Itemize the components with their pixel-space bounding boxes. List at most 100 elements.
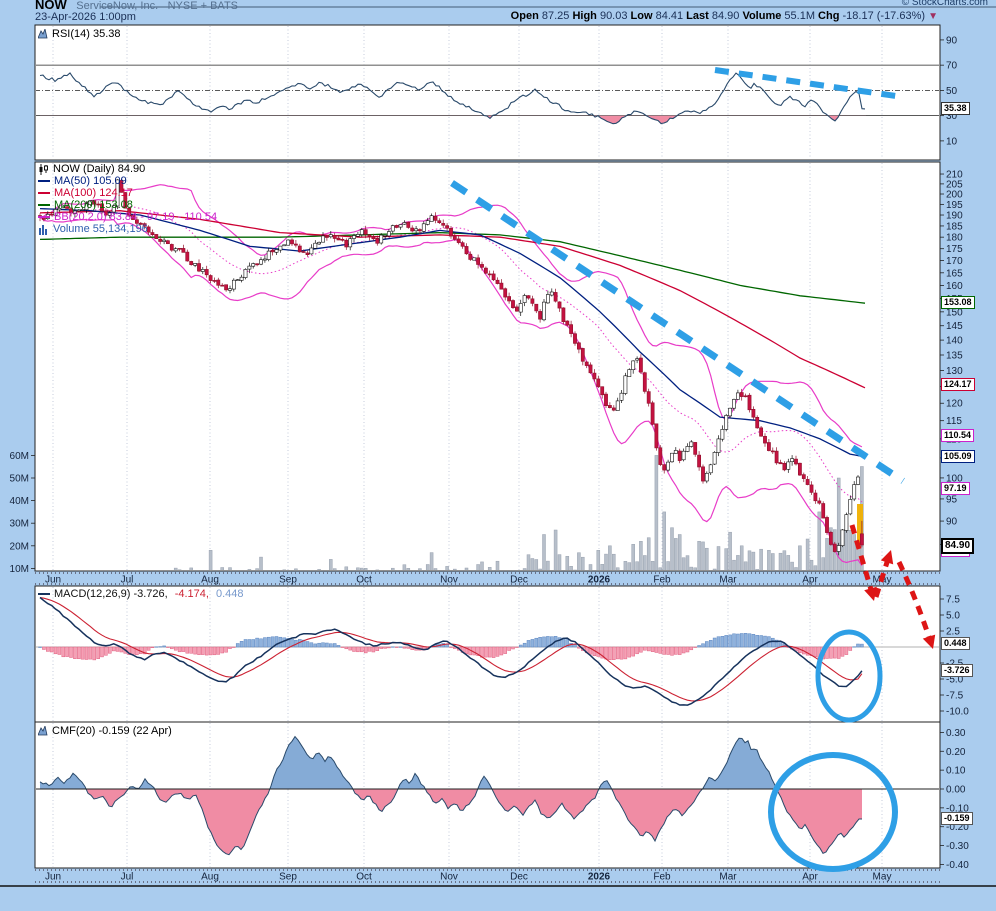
svg-text:2.5: 2.5 bbox=[946, 627, 960, 638]
svg-text:90: 90 bbox=[946, 517, 958, 528]
svg-text:30M: 30M bbox=[10, 519, 29, 530]
svg-text:-7.5: -7.5 bbox=[946, 691, 964, 702]
svg-text:Nov: Nov bbox=[440, 872, 458, 883]
svg-text:Apr: Apr bbox=[802, 872, 818, 883]
svg-text:60M: 60M bbox=[10, 451, 29, 462]
svg-text:7.5: 7.5 bbox=[946, 595, 960, 606]
quote-item: Open 87.25 bbox=[510, 10, 573, 22]
svg-text:Aug: Aug bbox=[201, 872, 219, 883]
exchange-name: NYSE + BATS bbox=[167, 0, 239, 12]
svg-text:Feb: Feb bbox=[653, 575, 671, 586]
svg-text:-0.10: -0.10 bbox=[946, 803, 969, 814]
legend-row: NOW (Daily) 84.90 bbox=[38, 163, 217, 175]
svg-text:135: 135 bbox=[946, 350, 963, 361]
svg-text:Dec: Dec bbox=[510, 575, 528, 586]
svg-text:115: 115 bbox=[946, 416, 962, 427]
svg-text:20M: 20M bbox=[10, 541, 29, 552]
macd-legend: MACD(12,26,9) -3.726, -4.174, 0.448 bbox=[38, 588, 247, 600]
quote-bar: Open 87.25 High 90.03 Low 84.41 Last 84.… bbox=[511, 10, 938, 22]
svg-text:50: 50 bbox=[946, 86, 958, 97]
rsi-legend-text: RSI(14) 35.38 bbox=[52, 28, 121, 40]
ma-line-swatch-icon bbox=[38, 180, 50, 182]
svg-text:10: 10 bbox=[946, 136, 958, 147]
svg-text:Nov: Nov bbox=[440, 575, 458, 586]
ticker-symbol: NOW bbox=[35, 0, 67, 12]
legend-label: MA(100) 124.17 bbox=[54, 187, 133, 199]
svg-text:Oct: Oct bbox=[356, 575, 372, 586]
svg-text:Sep: Sep bbox=[279, 575, 297, 586]
svg-text:May: May bbox=[873, 872, 892, 883]
legend-row: MA(200) 153.08 bbox=[38, 199, 217, 211]
svg-text:Sep: Sep bbox=[279, 872, 297, 883]
main-legend: NOW (Daily) 84.90 MA(50) 105.09 MA(100) 12… bbox=[38, 163, 217, 235]
svg-text:-10.0: -10.0 bbox=[946, 707, 969, 718]
quote-dropdown-icon[interactable]: ▼ bbox=[928, 11, 938, 22]
axis-value-label: 84.90 bbox=[941, 538, 975, 554]
svg-text:95: 95 bbox=[946, 494, 958, 505]
svg-text:Jul: Jul bbox=[121, 575, 134, 586]
svg-text:Mar: Mar bbox=[719, 872, 737, 883]
axis-value-label: 105.09 bbox=[941, 450, 975, 463]
svg-text:150: 150 bbox=[946, 307, 963, 318]
legend-label: BB(20,2.0) 83.84 - 97.19 - 110.54 bbox=[54, 211, 218, 223]
legend-label: Volume 55,134,196 bbox=[53, 223, 148, 235]
legend-label: MA(50) 105.09 bbox=[54, 175, 127, 187]
quote-item: High 90.03 bbox=[572, 10, 631, 22]
svg-text:2026: 2026 bbox=[588, 575, 611, 586]
cmf-legend: CMF(20) -0.159 (22 Apr) bbox=[38, 725, 172, 737]
svg-text:Aug: Aug bbox=[201, 575, 219, 586]
rsi-legend: RSI(14) 35.38 bbox=[38, 28, 120, 40]
svg-text:195: 195 bbox=[946, 200, 963, 211]
svg-text:165: 165 bbox=[946, 268, 963, 279]
axis-value-label: 153.08 bbox=[941, 296, 975, 309]
svg-text:0.20: 0.20 bbox=[946, 747, 966, 758]
svg-text:-0.30: -0.30 bbox=[946, 841, 969, 852]
svg-text:Dec: Dec bbox=[510, 872, 528, 883]
svg-text:140: 140 bbox=[946, 336, 963, 347]
axis-value-label: 35.38 bbox=[941, 102, 970, 115]
axis-value-label: 110.54 bbox=[941, 429, 975, 442]
svg-text:120: 120 bbox=[946, 399, 963, 410]
svg-text:0.30: 0.30 bbox=[946, 728, 966, 739]
header-title: NOW ServiceNow, Inc. NYSE + BATS bbox=[35, 0, 238, 14]
svg-text:70: 70 bbox=[946, 61, 958, 72]
svg-text:160: 160 bbox=[946, 281, 963, 292]
svg-text:205: 205 bbox=[946, 179, 963, 190]
svg-text:180: 180 bbox=[946, 233, 963, 244]
macd-legend-part: -4.174, bbox=[174, 588, 209, 600]
legend-row: MA(50) 105.09 bbox=[38, 175, 217, 187]
svg-text:100: 100 bbox=[946, 473, 963, 484]
candlestick-icon bbox=[39, 163, 48, 175]
quote-item: Chg -18.17 (-17.63%) bbox=[818, 10, 929, 22]
quote-item: Low 84.41 bbox=[630, 10, 687, 22]
svg-text:2026: 2026 bbox=[588, 872, 611, 883]
macd-legend-part: 0.448 bbox=[215, 588, 244, 600]
svg-text:50M: 50M bbox=[10, 474, 29, 485]
quote-item: Volume 55.1M bbox=[742, 10, 819, 22]
legend-row: Volume 55,134,196 bbox=[38, 223, 217, 235]
axis-value-label: -3.726 bbox=[941, 664, 973, 677]
legend-row: MA(100) 124.17 bbox=[38, 187, 217, 199]
cmf-indicator-icon bbox=[38, 726, 48, 736]
svg-text:Jun: Jun bbox=[45, 575, 61, 586]
svg-text:190: 190 bbox=[946, 211, 963, 222]
svg-text:200: 200 bbox=[946, 190, 963, 201]
svg-text:10M: 10M bbox=[10, 564, 29, 575]
ma-line-swatch-icon bbox=[38, 192, 50, 194]
svg-text:5.0: 5.0 bbox=[946, 611, 960, 622]
company-name: ServiceNow, Inc. bbox=[76, 0, 159, 12]
ma-line-swatch-icon bbox=[38, 204, 50, 206]
quote-item: Last 84.90 bbox=[686, 10, 743, 22]
legend-row: BB(20,2.0) 83.84 - 97.19 - 110.54 bbox=[38, 211, 217, 223]
svg-text:210: 210 bbox=[946, 170, 963, 181]
axis-value-label: 124.17 bbox=[941, 378, 975, 391]
macd-legend-part: MACD(12,26,9) -3.726, bbox=[54, 588, 168, 600]
svg-text:175: 175 bbox=[946, 244, 963, 255]
ma-line-swatch-icon bbox=[38, 216, 50, 218]
svg-text:-0.40: -0.40 bbox=[946, 860, 969, 871]
axis-value-label: 0.448 bbox=[941, 637, 970, 650]
chart-datetime: 23-Apr-2026 1:00pm bbox=[35, 11, 136, 23]
svg-text:0.00: 0.00 bbox=[946, 785, 966, 796]
